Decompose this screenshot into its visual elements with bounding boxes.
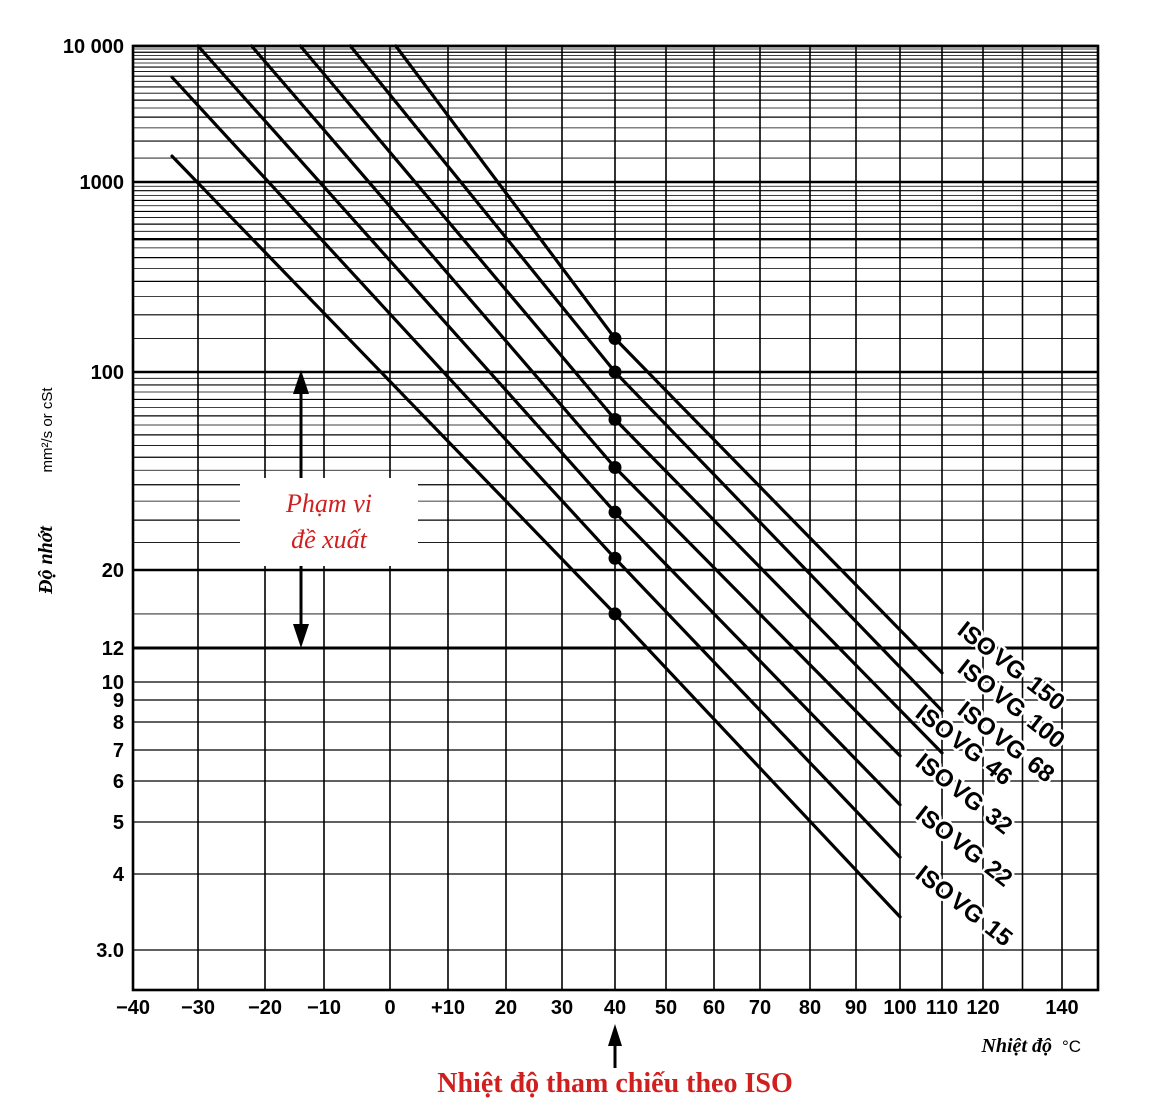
- x-tick-label: 90: [845, 997, 867, 1019]
- x-axis-label: Nhiệt độ: [980, 1035, 1052, 1057]
- y-tick-label: 10 000: [63, 36, 124, 58]
- iso-reference-point: [608, 607, 622, 621]
- iso-reference-point: [608, 461, 622, 475]
- chart-grid: [131, 44, 1100, 992]
- iso-reference-point: [608, 332, 622, 346]
- range-label-line2: đề xuất: [291, 525, 368, 554]
- y-tick-label: 7: [113, 740, 124, 762]
- reference-arrow: [608, 1024, 622, 1068]
- y-tick-label: 100: [91, 362, 124, 384]
- y-axis-unit: mm²/s or cSt: [39, 387, 56, 473]
- x-tick-label: 100: [883, 997, 916, 1019]
- x-tick-label: −20: [248, 997, 282, 1019]
- range-arrow-down: [293, 624, 309, 648]
- x-tick-label: 40: [604, 997, 626, 1019]
- y-tick-label: 5: [113, 812, 124, 834]
- x-tick-label: 140: [1045, 997, 1078, 1019]
- range-label-box: [240, 478, 418, 566]
- x-tick-label: 50: [655, 997, 677, 1019]
- y-tick-label: 3.0: [96, 940, 124, 962]
- chart-series: [170, 44, 944, 919]
- plot-frame: [131, 44, 1100, 992]
- x-tick-label: −30: [181, 997, 215, 1019]
- y-axis-label: Độ nhớt: [35, 525, 57, 595]
- x-tick-label: 120: [966, 997, 999, 1019]
- reference-label: Nhiệt độ tham chiếu theo ISO: [437, 1068, 792, 1099]
- x-tick-label: 0: [384, 997, 395, 1019]
- y-tick-label: 10: [102, 672, 124, 694]
- x-tick-label: 20: [495, 997, 517, 1019]
- reference-arrow-head: [608, 1024, 622, 1046]
- iso-reference-point: [608, 412, 622, 426]
- x-tick-label: 70: [749, 997, 771, 1019]
- x-tick-label: 60: [703, 997, 725, 1019]
- x-tick-label: 30: [551, 997, 573, 1019]
- range-label-line1: Phạm vi: [285, 489, 372, 518]
- x-axis-unit: °C: [1062, 1037, 1081, 1056]
- y-tick-label: 1000: [80, 172, 125, 194]
- series-line: [170, 75, 902, 859]
- x-tick-label: +10: [431, 997, 465, 1019]
- iso-reference-point: [608, 551, 622, 565]
- iso-reference-point: [608, 365, 622, 379]
- x-tick-label: −40: [116, 997, 150, 1019]
- x-tick-label: 80: [799, 997, 821, 1019]
- y-tick-label: 9: [113, 690, 124, 712]
- y-tick-label: 4: [113, 864, 125, 886]
- y-tick-label: 8: [113, 712, 124, 734]
- y-tick-label: 20: [102, 560, 124, 582]
- iso-reference-point: [608, 505, 622, 519]
- axis-ticks: −40 −30 −20 −10 0 +10 20 30 40 50 60 70 80 90 100 110 12…: [63, 36, 1079, 1019]
- x-tick-label: 110: [926, 997, 958, 1019]
- y-tick-label: 6: [113, 771, 124, 793]
- y-tick-label: 12: [102, 638, 124, 660]
- range-arrow-up: [293, 370, 309, 394]
- x-tick-label: −10: [307, 997, 341, 1019]
